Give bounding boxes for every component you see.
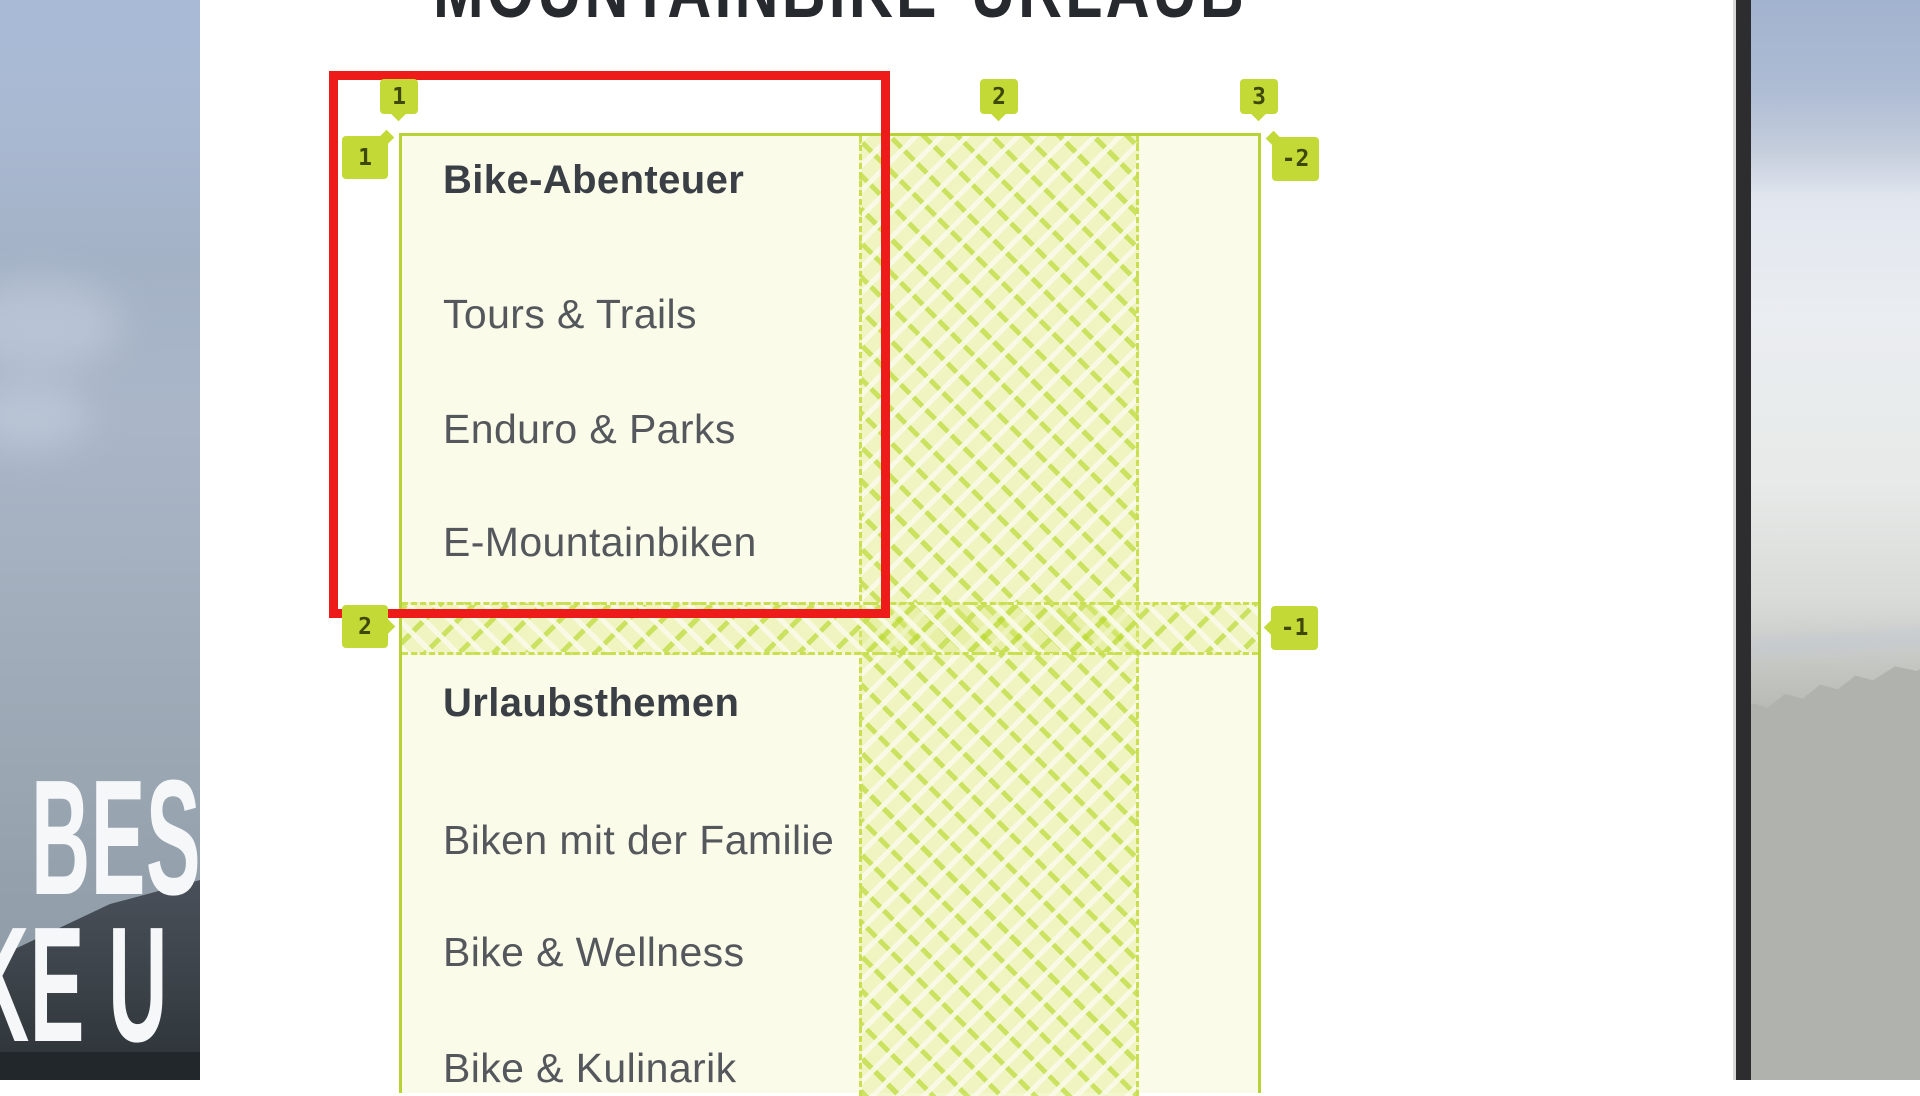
hero-headline-fragment-2: KE U bbox=[0, 893, 168, 1076]
hero-headline-fragment-1: BES bbox=[31, 746, 200, 929]
grid-negative-line-badge-minus-1: -1 bbox=[1271, 606, 1318, 650]
grid-row-line-badge-2: 2 bbox=[342, 605, 388, 648]
menu-item-bike-wellness[interactable]: Bike & Wellness bbox=[443, 929, 745, 975]
grid-column-line-badge-1: 1 bbox=[380, 79, 418, 114]
grid-column-line-badge-3: 3 bbox=[1240, 79, 1278, 114]
forest-ridge bbox=[1751, 648, 1920, 1080]
grid-row-line-badge-1: 1 bbox=[342, 136, 388, 179]
mountain-silhouette-base bbox=[0, 1052, 200, 1080]
grid-column-line-badge-2: 2 bbox=[980, 79, 1018, 114]
cloud-haze bbox=[0, 380, 90, 450]
background-photo-right bbox=[1751, 0, 1920, 1080]
cloud-haze bbox=[0, 280, 120, 370]
menu-section-title-bike-abenteuer: Bike-Abenteuer bbox=[443, 158, 745, 202]
menu-item-bike-kulinarik[interactable]: Bike & Kulinarik bbox=[443, 1045, 737, 1091]
menu-item-e-mountainbiken[interactable]: E-Mountainbiken bbox=[443, 519, 757, 565]
inspection-highlight-box bbox=[329, 71, 890, 618]
menu-item-tours-trails[interactable]: Tours & Trails bbox=[443, 291, 697, 337]
page-title: MOUNTAINBIKE URLAUB bbox=[433, 0, 1247, 35]
grid-negative-line-badge-minus-2: -2 bbox=[1272, 137, 1319, 181]
panel-edge-highlight bbox=[1733, 0, 1736, 1080]
panel-edge-dark-strip bbox=[1736, 0, 1751, 1080]
menu-section-title-urlaubsthemen: Urlaubsthemen bbox=[443, 681, 740, 725]
background-photo-left: BES KE U bbox=[0, 0, 200, 1080]
haze-band bbox=[1751, 621, 1920, 655]
menu-item-biken-mit-der-familie[interactable]: Biken mit der Familie bbox=[443, 817, 835, 863]
menu-item-enduro-parks[interactable]: Enduro & Parks bbox=[443, 406, 736, 452]
